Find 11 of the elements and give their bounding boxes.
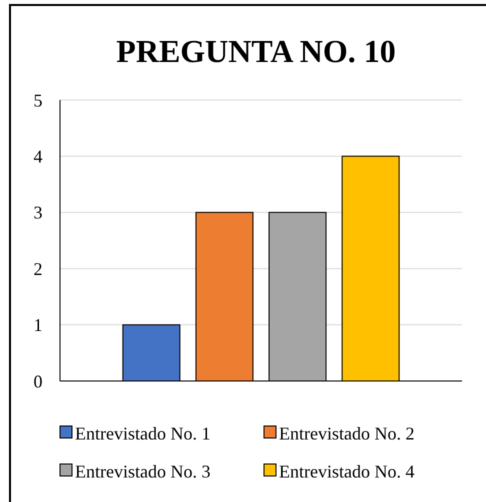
legend-label: Entrevistado No. 3 (75, 461, 210, 482)
y-tick-label: 3 (34, 202, 42, 223)
y-tick-label: 5 (34, 90, 42, 110)
y-tick-label: 4 (34, 146, 42, 166)
y-tick-label: 0 (34, 371, 42, 392)
chart-title: PREGUNTA NO. 10 (116, 33, 396, 69)
legend-label: Entrevistado No. 4 (279, 461, 414, 482)
y-tick-label: 1 (34, 315, 42, 336)
y-tick-label: 2 (34, 258, 42, 279)
legend-label: Entrevistado No. 2 (279, 423, 414, 444)
legend-label: Entrevistado No. 1 (75, 423, 210, 444)
